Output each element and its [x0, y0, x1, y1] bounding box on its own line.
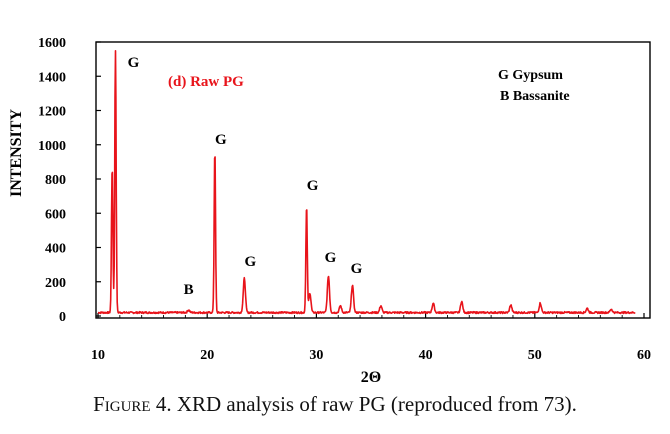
- diffraction-pattern-line: [97, 50, 636, 315]
- y-axis-title: INTENSITY: [8, 109, 25, 197]
- y-tick-label: 0: [59, 310, 66, 325]
- caption-text: 4. XRD analysis of raw PG (reproduced fr…: [150, 392, 577, 416]
- xrd-chart: 0 200 400 600 800 1000 1200 1400 1600 10 20 30 40 50…: [8, 36, 651, 386]
- y-tick-label: 1200: [38, 105, 66, 120]
- legend-bassanite: B Bassanite: [500, 89, 570, 104]
- peak-label: G: [215, 132, 227, 148]
- peak-label: G: [307, 178, 319, 194]
- y-tick-label: 800: [45, 173, 66, 188]
- figure-caption: Figure 4. XRD analysis of raw PG (reprod…: [0, 392, 670, 417]
- peak-label: G: [325, 250, 337, 266]
- y-tick-label: 1600: [38, 36, 66, 51]
- x-tick-label: 30: [309, 348, 323, 363]
- x-axis-ticks: 10 20 30 40 50 60: [91, 313, 651, 363]
- x-tick-label: 50: [528, 348, 542, 363]
- peak-label: G: [244, 254, 256, 270]
- y-tick-label: 400: [45, 242, 66, 257]
- plot-border: [95, 41, 651, 319]
- x-tick-label: 20: [200, 348, 214, 363]
- x-tick-label: 40: [419, 348, 433, 363]
- y-axis-ticks: 0 200 400 600 800 1000 1200 1400 1600: [38, 36, 101, 325]
- legend-gypsum: G Gypsum: [498, 68, 563, 83]
- peak-label: G: [351, 261, 363, 277]
- x-tick-label: 10: [91, 348, 105, 363]
- panel-label: (d) Raw PG: [168, 74, 244, 90]
- y-tick-label: 600: [45, 207, 66, 222]
- peak-label: G: [128, 55, 140, 71]
- y-tick-label: 200: [45, 276, 66, 291]
- y-tick-label: 1000: [38, 139, 66, 154]
- x-axis-title: 2Θ: [361, 369, 381, 386]
- caption-figure-word: Figure: [93, 392, 151, 416]
- x-tick-label: 60: [637, 348, 651, 363]
- y-tick-label: 1400: [38, 70, 66, 85]
- peak-label: B: [184, 282, 194, 298]
- plot-frame: [95, 41, 651, 319]
